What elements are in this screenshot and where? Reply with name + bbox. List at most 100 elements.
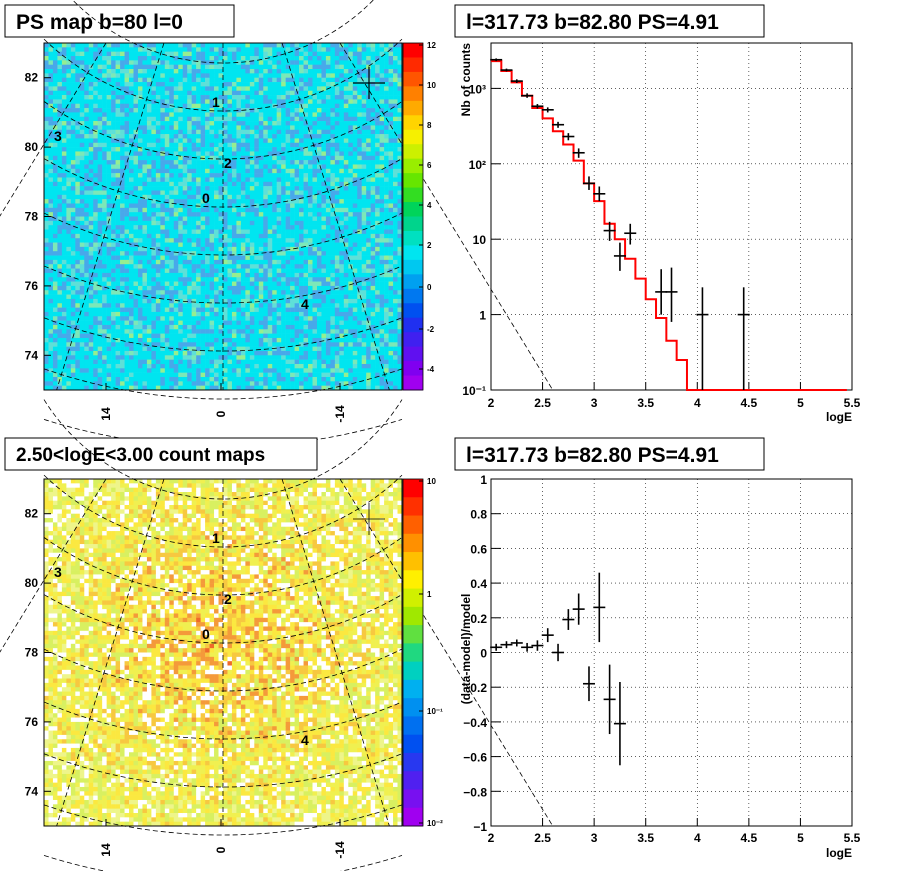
heatmap-cell — [120, 142, 125, 148]
heatmap-cell — [155, 77, 161, 83]
heatmap-cell — [316, 90, 322, 96]
heatmap-cell — [285, 129, 291, 135]
heatmap-cell — [227, 346, 233, 352]
heatmap-cell — [312, 277, 318, 282]
heatmap-cell — [48, 155, 54, 161]
heatmap-cell — [254, 99, 260, 105]
heatmap-cell — [276, 121, 282, 126]
heatmap-cell — [227, 108, 233, 113]
heatmap-cell — [254, 151, 260, 157]
heatmap-cell — [223, 69, 228, 74]
heatmap-cell — [263, 277, 269, 282]
heatmap-cell — [115, 69, 121, 74]
heatmap-cell — [57, 203, 63, 209]
heatmap-cell — [75, 264, 81, 269]
heatmap-cell — [205, 242, 210, 248]
heatmap-cell — [205, 255, 210, 261]
heatmap-cell — [223, 272, 228, 278]
heatmap-cell — [57, 281, 63, 287]
heatmap-cell — [245, 337, 251, 343]
heatmap-cell — [120, 51, 125, 57]
heatmap-cell — [106, 203, 112, 209]
heatmap-cell — [70, 121, 76, 126]
heatmap-cell — [240, 99, 246, 105]
heatmap-cell — [227, 359, 233, 365]
heatmap-cell — [120, 298, 125, 304]
heatmap-cell — [205, 47, 210, 52]
heatmap-cell — [316, 216, 322, 222]
heatmap-cell — [102, 316, 107, 321]
heatmap-cell — [303, 363, 309, 369]
heatmap-cell — [111, 77, 116, 83]
heatmap-cell — [285, 255, 291, 261]
heatmap-cell — [115, 121, 121, 126]
heatmap-cell — [236, 242, 242, 248]
heatmap-cell — [52, 99, 58, 105]
heatmap-cell — [303, 82, 309, 87]
heatmap-cell — [146, 99, 152, 105]
heatmap-cell — [258, 73, 264, 78]
heatmap-cell — [129, 129, 134, 135]
heatmap-cell — [124, 324, 130, 330]
heatmap-cell — [316, 303, 322, 308]
heatmap-cell — [88, 212, 94, 217]
heatmap-cell — [137, 342, 143, 347]
heatmap-cell — [57, 186, 63, 191]
heatmap-cell — [52, 69, 58, 74]
heatmap-cell — [290, 307, 295, 313]
heatmap-cell — [79, 108, 85, 113]
heatmap-cell — [61, 125, 67, 131]
heatmap-cell — [196, 376, 201, 382]
heatmap-cell — [120, 207, 125, 213]
heatmap-cell — [61, 264, 67, 269]
heatmap-cell — [294, 134, 300, 139]
heatmap-cell — [276, 233, 282, 239]
heatmap-cell — [66, 316, 72, 321]
heatmap-cell — [120, 203, 125, 209]
heatmap-cell — [79, 134, 85, 139]
heatmap-cell — [321, 116, 327, 122]
heatmap-cell — [106, 112, 112, 118]
heatmap-cell — [164, 281, 170, 287]
heatmap-cell — [88, 155, 94, 161]
heatmap-cell — [70, 368, 76, 373]
heatmap-cell — [196, 155, 201, 161]
heatmap-cell — [155, 329, 161, 334]
heatmap-cell — [245, 212, 251, 217]
heatmap-cell — [93, 73, 98, 78]
heatmap-cell — [231, 303, 237, 308]
heatmap-cell — [209, 121, 215, 126]
heatmap-cell — [102, 333, 107, 339]
heatmap-cell — [249, 372, 255, 378]
heatmap-cell — [303, 281, 309, 287]
heatmap-cell — [245, 186, 251, 191]
heatmap-cell — [66, 233, 72, 239]
heatmap-cell — [281, 190, 286, 196]
heatmap-cell — [196, 103, 201, 109]
heatmap-cell — [146, 151, 152, 157]
heatmap-cell — [133, 116, 139, 122]
heatmap-cell — [290, 181, 295, 187]
heatmap-cell — [75, 69, 81, 74]
heatmap-cell — [120, 316, 125, 321]
heatmap-cell — [93, 238, 98, 243]
heatmap-cell — [155, 311, 161, 317]
heatmap-cell — [111, 134, 116, 139]
heatmap-cell — [129, 82, 134, 87]
heatmap-cell — [151, 363, 157, 369]
heatmap-cell — [88, 307, 94, 313]
heatmap-cell — [272, 134, 277, 139]
heatmap-cell — [137, 186, 143, 191]
heatmap-cell — [187, 194, 192, 200]
heatmap-cell — [120, 43, 125, 48]
heatmap-cell — [173, 142, 179, 148]
heatmap-cell — [106, 229, 112, 235]
heatmap-cell — [160, 47, 166, 52]
heatmap-cell — [97, 43, 103, 48]
heatmap-cell — [106, 177, 112, 183]
heatmap-cell — [276, 372, 282, 378]
heatmap-cell — [258, 355, 264, 360]
heatmap-cell — [133, 142, 139, 148]
heatmap-cell — [133, 337, 139, 343]
heatmap-cell — [294, 316, 300, 321]
